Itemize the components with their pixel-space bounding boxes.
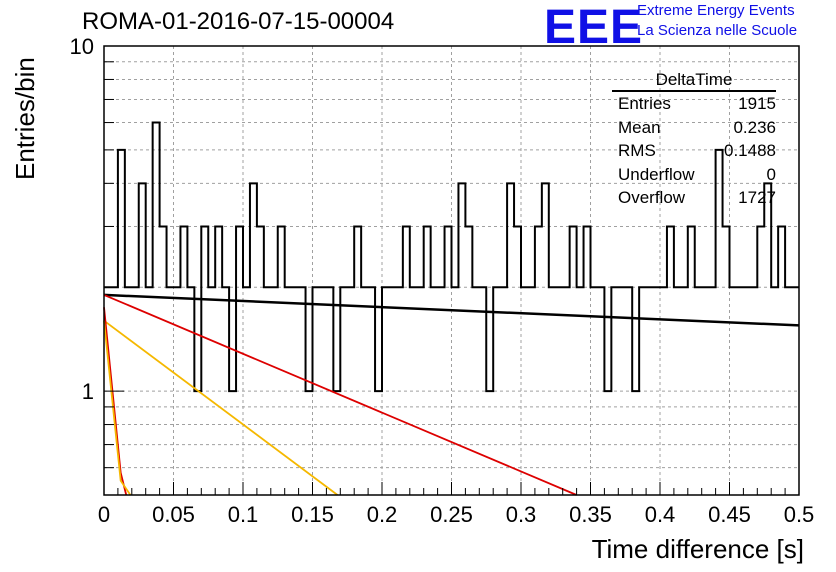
fit-line <box>103 294 577 496</box>
stats-value: 0.1488 <box>724 141 776 160</box>
x-tick-label: 0.3 <box>506 502 537 527</box>
x-tick-label: 0.45 <box>708 502 751 527</box>
stats-label: Overflow <box>618 188 686 207</box>
stats-row: RMS 0.1488 <box>608 139 780 163</box>
fit-line <box>103 293 800 327</box>
y-axis-ticks: 1 10 <box>70 34 124 496</box>
stats-label: Mean <box>618 117 661 137</box>
x-axis-label: Time difference [s] <box>591 534 804 564</box>
x-tick-label: 0.2 <box>367 502 398 527</box>
stats-label: Entries <box>618 94 671 113</box>
x-tick-label: 0.05 <box>152 502 195 527</box>
logo-line-1: Extreme Energy Events <box>637 2 795 19</box>
x-tick-label: 0.4 <box>645 502 676 527</box>
x-tick-label: 0 <box>98 502 110 527</box>
fit-line <box>103 320 132 496</box>
chart-title: ROMA-01-2016-07-15-00004 <box>82 8 395 35</box>
stats-box: DeltaTime Entries 1915 Mean 0.236 RMS 0.148… <box>608 70 780 210</box>
stats-row: Underflow 0 <box>608 163 780 187</box>
y-tick-label: 10 <box>70 34 94 59</box>
stats-value: 0.236 <box>733 117 776 137</box>
y-axis-label: Entries/bin <box>10 57 40 180</box>
stats-title: DeltaTime <box>612 70 776 92</box>
stats-row: Overflow 1727 <box>608 186 780 210</box>
histogram-step-line <box>104 121 799 393</box>
x-tick-label: 0.5 <box>784 502 815 527</box>
logo-line-2: La Scienza nelle Scuole <box>637 22 798 39</box>
x-tick-label: 0.35 <box>569 502 612 527</box>
stats-value: 1915 <box>738 94 776 113</box>
x-tick-label: 0.25 <box>430 502 473 527</box>
stats-row: Mean 0.236 <box>608 116 780 140</box>
stats-label: Underflow <box>618 164 695 184</box>
histogram <box>104 121 799 393</box>
x-tick-label: 0.1 <box>228 502 259 527</box>
y-tick-label: 1 <box>82 379 94 404</box>
eee-logo: EEE <box>544 1 644 54</box>
x-axis-ticks: 0 0.05 0.1 0.15 0.2 0.25 0.3 0.35 0.4 0.45 0.5 <box>98 482 814 527</box>
stats-value: 1727 <box>738 188 776 207</box>
x-tick-label: 0.15 <box>291 502 334 527</box>
fit-line <box>103 319 339 496</box>
stats-row: Entries 1915 <box>608 92 780 116</box>
fit-lines <box>103 293 800 496</box>
stats-label: RMS <box>618 141 656 160</box>
stats-value: 0 <box>766 164 776 184</box>
